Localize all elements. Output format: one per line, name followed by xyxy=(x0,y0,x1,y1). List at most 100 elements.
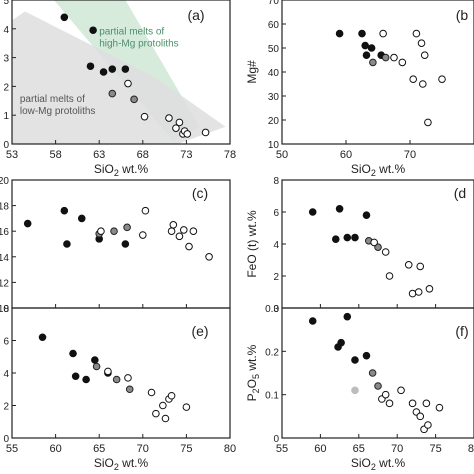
y-tick-label-a-4: 4 xyxy=(3,25,9,36)
data-point-f-open-6 xyxy=(416,412,425,421)
data-point-d-black-5 xyxy=(362,211,371,219)
data-point-b-open-6 xyxy=(419,80,427,88)
data-point-f-open-9 xyxy=(424,421,432,429)
data-point-d-open-0 xyxy=(370,238,378,247)
data-point-c-gray-1 xyxy=(110,227,118,235)
data-point-f-black-5 xyxy=(362,351,371,360)
data-point-e-open-3 xyxy=(152,409,160,418)
data-point-f-open-8 xyxy=(422,399,431,408)
data-point-b-open-5 xyxy=(417,39,426,48)
y-tick-label-c-0: 10 xyxy=(0,304,9,315)
y-tick-label-f-0: 0 xyxy=(273,434,279,445)
data-point-b-black-2 xyxy=(361,41,370,50)
y-tick-label-f-2: 0.2 xyxy=(265,347,279,358)
region-a-1 xyxy=(12,11,226,144)
data-point-a-open-3 xyxy=(172,124,180,132)
y-tick-label-e-3: 6 xyxy=(3,337,9,348)
y-axis-label-d: FeO (t) wt.% xyxy=(245,210,259,278)
y-tick-label-b-5: 60 xyxy=(268,20,280,31)
data-point-d-black-1 xyxy=(331,235,340,243)
data-point-b-gray-0 xyxy=(369,58,377,67)
y-tick-label-d-3: 6 xyxy=(273,208,279,219)
data-point-b-open-4 xyxy=(412,29,421,38)
y-tick-label-c-5: 20 xyxy=(0,176,9,187)
data-point-a-open-4 xyxy=(175,118,184,127)
data-point-c-black-5 xyxy=(121,240,130,248)
data-point-e-gray-0 xyxy=(92,362,101,371)
data-point-d-black-3 xyxy=(343,233,352,242)
data-point-f-gray-1 xyxy=(374,382,382,390)
data-point-a-open-8 xyxy=(201,128,210,137)
annotation-a-0-0: partial melts of xyxy=(99,27,164,38)
y-tick-label-f-1: 0.1 xyxy=(265,391,279,402)
data-point-d-open-4 xyxy=(408,289,417,298)
plot-frame-b xyxy=(281,0,474,145)
data-point-d-open-5 xyxy=(414,288,423,296)
panel-label-b: (b xyxy=(456,7,469,23)
data-point-f-black-2 xyxy=(337,338,345,347)
y-tick-label-c-1: 12 xyxy=(0,278,9,289)
annotation-a-1-1: low-Mg protoliths xyxy=(20,106,96,117)
data-point-e-black-0 xyxy=(38,333,47,342)
data-point-a-gray-0 xyxy=(108,89,117,98)
data-point-e-gray-2 xyxy=(125,385,134,394)
data-point-e-black-1 xyxy=(69,349,77,358)
y-tick-label-b-2: 30 xyxy=(268,92,280,103)
y-tick-label-e-2: 4 xyxy=(3,369,9,380)
data-point-f-open-4 xyxy=(408,399,417,408)
y-axis-label-b: Mg# xyxy=(245,60,259,84)
data-point-e-black-4 xyxy=(91,356,99,364)
data-point-b-black-3 xyxy=(362,51,371,60)
x-axis-label-a: SiO2 wt.% xyxy=(94,162,149,178)
panel-label-d: (d xyxy=(454,185,466,201)
data-point-a-gray-1 xyxy=(130,95,138,104)
plot-frame-f xyxy=(281,307,474,439)
x-tick-label-f-3: 70 xyxy=(391,443,403,455)
y-tick-label-d-2: 4 xyxy=(273,240,279,251)
data-point-b-gray-1 xyxy=(381,53,390,62)
data-point-c-gray-2 xyxy=(123,223,131,232)
data-point-f-gray-0 xyxy=(368,369,377,377)
data-point-d-open-2 xyxy=(385,272,394,280)
data-point-d-black-2 xyxy=(335,205,344,213)
data-point-e-gray-1 xyxy=(112,375,121,384)
annotation-a-0-1: high-Mg protoliths xyxy=(99,39,178,50)
x-tick-label-b-2: 70 xyxy=(404,149,416,161)
y-tick-label-c-4: 18 xyxy=(0,202,9,213)
data-point-e-open-7 xyxy=(167,391,176,400)
x-tick-label-f-1: 60 xyxy=(314,443,326,455)
x-axis-label-e: SiO2 wt.% xyxy=(94,456,149,472)
y-tick-label-e-4: 8 xyxy=(3,304,9,315)
y-tick-label-a-5: 5 xyxy=(3,0,9,7)
data-point-c-open-3 xyxy=(169,221,178,229)
x-tick-label-e-3: 70 xyxy=(137,443,149,455)
x-tick-label-e-0: 55 xyxy=(6,443,18,455)
y-tick-label-a-2: 2 xyxy=(3,82,9,93)
data-point-c-open-7 xyxy=(189,227,198,235)
y-tick-label-b-1: 20 xyxy=(268,116,280,127)
y-axis-label-f: P2O5 wt.% xyxy=(245,344,261,401)
data-point-c-open-9 xyxy=(139,231,147,239)
data-point-e-open-4 xyxy=(159,401,167,410)
panel-label-a: (a) xyxy=(187,7,204,23)
y-tick-label-e-1: 2 xyxy=(3,402,9,413)
data-point-d-open-6 xyxy=(416,262,425,271)
data-point-a-black-1 xyxy=(86,62,95,71)
chart-panel-f: 55 60 65 70 75 80 0 0.1 0.2 0.3 SiO2 wt.% P2O5 wt.%… xyxy=(245,304,474,472)
data-point-e-open-8 xyxy=(182,403,191,411)
data-point-e-open-2 xyxy=(147,388,156,397)
data-point-f-open-1 xyxy=(381,390,390,399)
data-point-a-black-4 xyxy=(108,65,117,73)
data-point-b-open-7 xyxy=(420,51,429,60)
y-tick-label-e-0: 0 xyxy=(3,434,9,445)
y-tick-label-b-4: 50 xyxy=(268,44,280,55)
x-tick-label-e-4: 75 xyxy=(180,443,192,455)
y-tick-label-b-6: 70 xyxy=(268,0,280,7)
data-point-d-open-3 xyxy=(404,261,413,269)
x-tick-label-f-4: 75 xyxy=(429,443,441,455)
chart-panel-c: 10 12 14 16 18 20 (c) xyxy=(0,176,231,315)
data-point-a-black-3 xyxy=(99,68,108,76)
data-point-a-black-0 xyxy=(60,13,69,22)
data-point-f-lightgray-0 xyxy=(351,386,359,395)
chart-panel-a: 53 58 63 68 73 78 0 1 2 3 4 5 SiO2 wt.% partial melts… xyxy=(3,0,236,178)
